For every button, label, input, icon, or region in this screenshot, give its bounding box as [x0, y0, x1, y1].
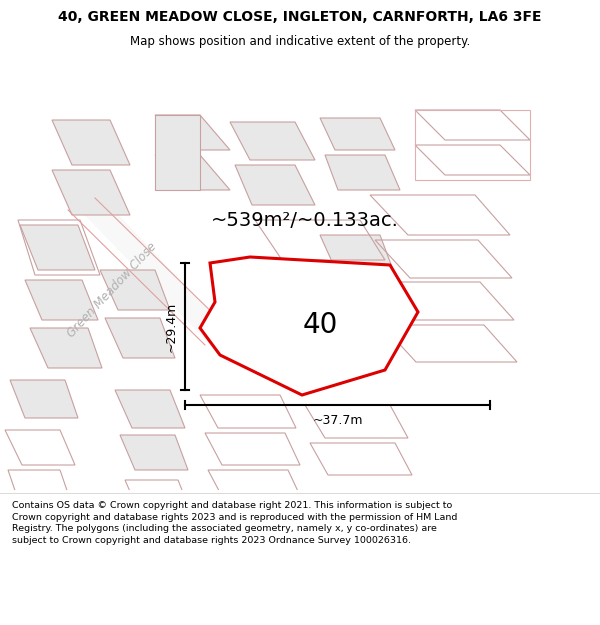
Polygon shape [52, 170, 130, 215]
Text: Contains OS data © Crown copyright and database right 2021. This information is : Contains OS data © Crown copyright and d… [12, 501, 457, 545]
Text: Map shows position and indicative extent of the property.: Map shows position and indicative extent… [130, 35, 470, 48]
Text: Green Meadow Close: Green Meadow Close [65, 240, 159, 340]
Text: 40, GREEN MEADOW CLOSE, INGLETON, CARNFORTH, LA6 3FE: 40, GREEN MEADOW CLOSE, INGLETON, CARNFO… [58, 10, 542, 24]
Text: ~37.7m: ~37.7m [312, 414, 363, 428]
Polygon shape [20, 225, 95, 270]
Polygon shape [230, 122, 315, 160]
Polygon shape [105, 318, 175, 358]
Text: ~29.4m: ~29.4m [164, 301, 178, 352]
Text: 40: 40 [302, 311, 338, 339]
Polygon shape [200, 257, 418, 395]
Polygon shape [325, 282, 400, 320]
Polygon shape [155, 155, 230, 190]
Polygon shape [100, 270, 170, 310]
Polygon shape [10, 380, 78, 418]
Polygon shape [115, 390, 185, 428]
Polygon shape [70, 195, 255, 365]
Polygon shape [320, 118, 395, 150]
Polygon shape [52, 120, 130, 165]
Polygon shape [235, 165, 315, 205]
Polygon shape [320, 235, 395, 275]
Polygon shape [120, 435, 188, 470]
Polygon shape [30, 328, 102, 368]
Text: ~539m²/~0.133ac.: ~539m²/~0.133ac. [211, 211, 399, 229]
Polygon shape [155, 115, 230, 150]
Polygon shape [325, 155, 400, 190]
Polygon shape [155, 115, 200, 190]
Polygon shape [25, 280, 98, 320]
